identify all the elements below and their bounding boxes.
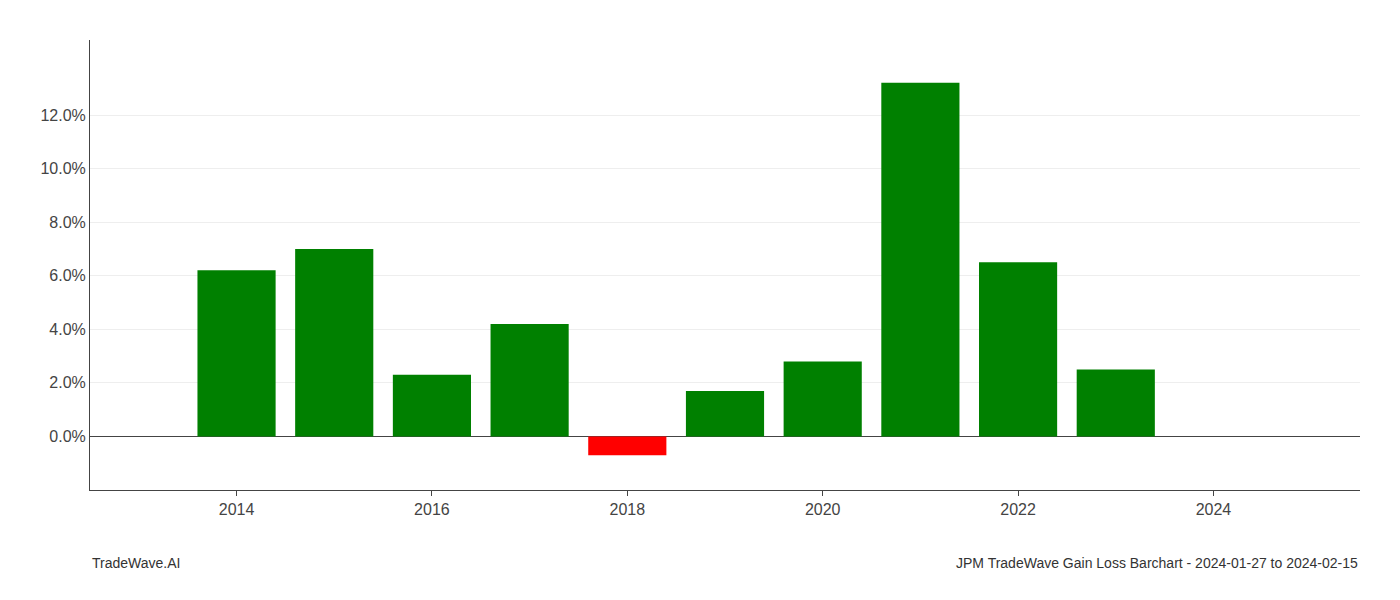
svg-text:2.0%: 2.0% (49, 374, 85, 391)
svg-text:12.0%: 12.0% (40, 107, 85, 124)
svg-text:10.0%: 10.0% (40, 160, 85, 177)
svg-text:2020: 2020 (805, 501, 841, 518)
svg-text:TradeWave.AI: TradeWave.AI (92, 555, 180, 571)
svg-text:6.0%: 6.0% (49, 267, 85, 284)
svg-text:8.0%: 8.0% (49, 214, 85, 231)
svg-text:4.0%: 4.0% (49, 321, 85, 338)
svg-text:2016: 2016 (414, 501, 450, 518)
svg-text:2018: 2018 (610, 501, 646, 518)
svg-text:2014: 2014 (219, 501, 255, 518)
svg-text:2024: 2024 (1196, 501, 1232, 518)
svg-text:JPM TradeWave Gain Loss Barcha: JPM TradeWave Gain Loss Barchart - 2024-… (956, 555, 1358, 571)
svg-text:2022: 2022 (1000, 501, 1036, 518)
svg-text:0.0%: 0.0% (49, 428, 85, 445)
